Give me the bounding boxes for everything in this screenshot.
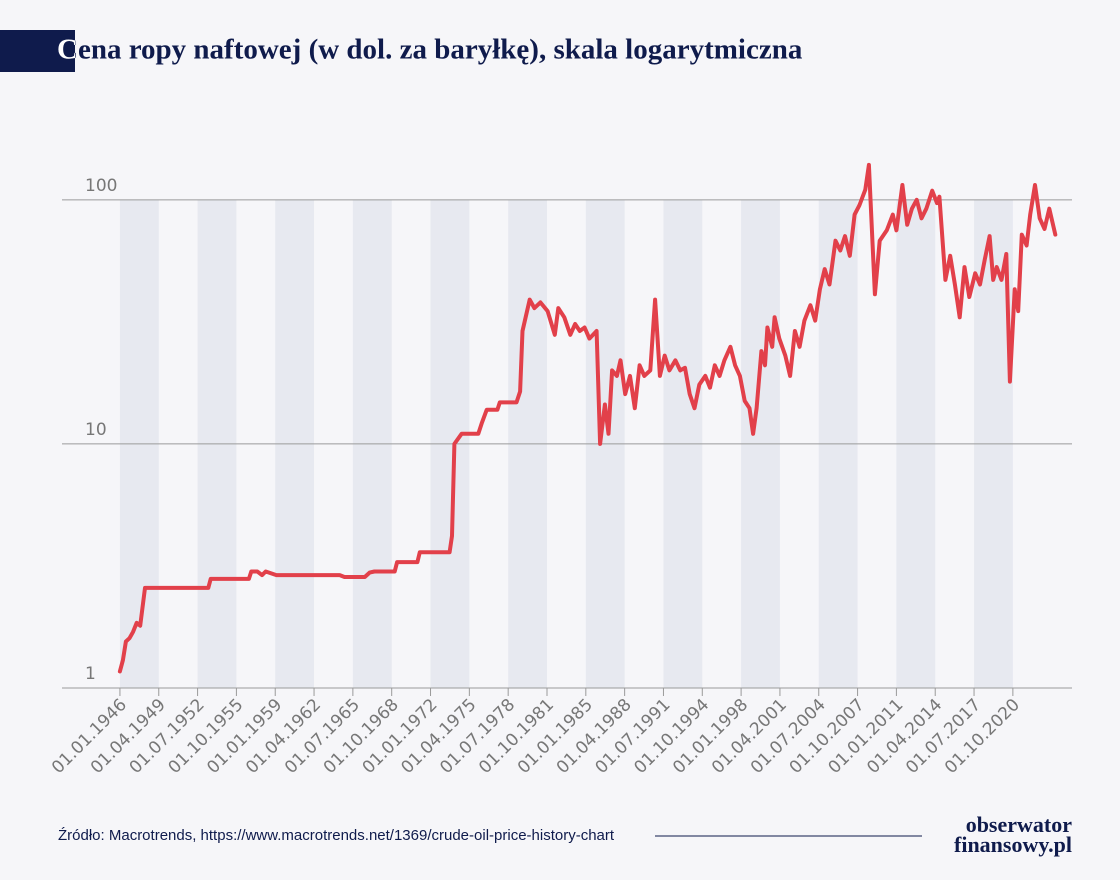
- chart-title: Cena ropy naftowej (w dol. za baryłkę), …: [57, 34, 803, 66]
- source: Źródło: Macrotrends, https://www.macrotr…: [58, 827, 615, 844]
- title-box: [0, 30, 75, 72]
- price-line: [117, 162, 1058, 674]
- y-tick-label: 1: [85, 664, 96, 684]
- logo-bottom: finansowy.pl: [954, 832, 1072, 857]
- chart-title-highlight: Cena ropy naftowej (w dol. za baryłkę), …: [57, 34, 803, 66]
- logo-top: obserwator: [966, 812, 1073, 837]
- y-tick-label: 10: [85, 420, 107, 440]
- y-tick-label: 100: [85, 176, 117, 196]
